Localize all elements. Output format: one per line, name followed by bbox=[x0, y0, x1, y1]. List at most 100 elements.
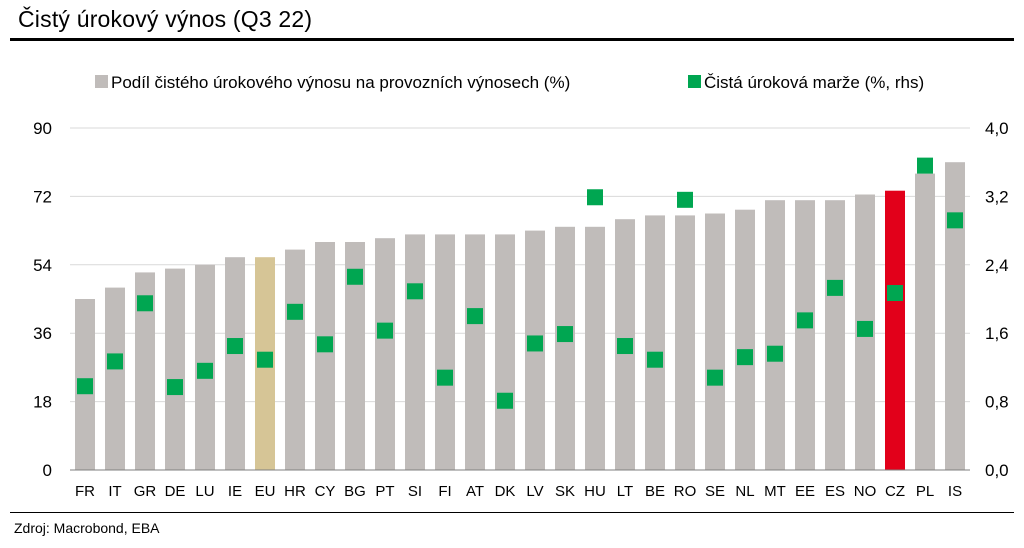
x-tick-label: EU bbox=[255, 483, 276, 500]
marker-eu bbox=[257, 351, 273, 368]
x-tick-label: DK bbox=[495, 483, 516, 500]
marker-lu bbox=[197, 362, 213, 379]
x-tick-label: PL bbox=[916, 483, 934, 500]
x-tick-label: MT bbox=[764, 483, 786, 500]
bar-at bbox=[465, 234, 485, 470]
title-divider bbox=[10, 38, 1014, 41]
x-tick-label: NO bbox=[854, 483, 877, 500]
bar-bg bbox=[345, 242, 365, 470]
bar-ie bbox=[225, 257, 245, 470]
marker-pt bbox=[377, 322, 393, 339]
x-tick-label: NL bbox=[735, 483, 754, 500]
bar-mt bbox=[765, 200, 785, 470]
y-right-tick-label: 3,2 bbox=[985, 187, 1009, 206]
marker-ie bbox=[227, 338, 243, 355]
y-left-tick-label: 18 bbox=[33, 393, 52, 412]
x-tick-label: SI bbox=[408, 483, 422, 500]
x-tick-label: LT bbox=[617, 483, 633, 500]
x-tick-label: EE bbox=[795, 483, 815, 500]
marker-pl bbox=[917, 157, 933, 174]
legend-swatch-bar bbox=[95, 75, 108, 88]
marker-de bbox=[167, 379, 183, 396]
bar-nl bbox=[735, 209, 755, 470]
marker-lv bbox=[527, 335, 543, 352]
y-right-tick-label: 4,0 bbox=[985, 119, 1009, 138]
source-note: Zdroj: Macrobond, EBA bbox=[14, 520, 160, 536]
bar-de bbox=[165, 268, 185, 470]
bar-is bbox=[945, 162, 965, 470]
x-tick-label: GR bbox=[134, 483, 157, 500]
x-tick-label: BE bbox=[645, 483, 665, 500]
x-tick-label: FI bbox=[438, 483, 451, 500]
axes: 0 0,0 18 0,8 36 1,6 54 2,4 72 3,2 90 4,0 FR IT GR DE LU I… bbox=[33, 119, 1009, 500]
marker-nl bbox=[737, 349, 753, 366]
marker-lt bbox=[617, 338, 633, 355]
chart-title: Čistý úrokový výnos (Q3 22) bbox=[18, 6, 313, 32]
bar-ro bbox=[675, 215, 695, 470]
bar-cy bbox=[315, 242, 335, 470]
y-left-tick-label: 90 bbox=[33, 119, 52, 138]
marker-hu bbox=[587, 189, 603, 206]
bottom-divider bbox=[10, 512, 1014, 513]
bar-sk bbox=[555, 226, 575, 470]
x-tick-label: PT bbox=[375, 483, 394, 500]
x-tick-label: RO bbox=[674, 483, 697, 500]
x-tick-label: CZ bbox=[885, 483, 905, 500]
gridlines bbox=[70, 127, 970, 403]
bar-es bbox=[825, 200, 845, 470]
bar-se bbox=[705, 213, 725, 470]
marker-fr bbox=[77, 378, 93, 395]
x-tick-label: SK bbox=[555, 483, 575, 500]
y-left-tick-label: 72 bbox=[33, 187, 52, 206]
x-tick-label: ES bbox=[825, 483, 845, 500]
x-tick-label: CY bbox=[315, 483, 336, 500]
bar-si bbox=[405, 234, 425, 470]
marker-be bbox=[647, 351, 663, 368]
legend: Podíl čistého úrokového výnosu na provoz… bbox=[95, 73, 924, 92]
marker-dk bbox=[497, 392, 513, 409]
marker-cz bbox=[887, 285, 903, 302]
x-tick-label: LV bbox=[526, 483, 543, 500]
marker-no bbox=[857, 320, 873, 337]
bar-be bbox=[645, 215, 665, 470]
y-right-tick-label: 0,0 bbox=[985, 461, 1009, 480]
bar-pt bbox=[375, 238, 395, 470]
y-left-tick-label: 36 bbox=[33, 324, 52, 343]
marker-series bbox=[77, 157, 963, 409]
marker-cy bbox=[317, 336, 333, 353]
legend-swatch-marker bbox=[688, 75, 701, 88]
x-tick-label: FR bbox=[75, 483, 95, 500]
marker-bg bbox=[347, 268, 363, 285]
x-tick-label: IS bbox=[948, 483, 962, 500]
marker-si bbox=[407, 283, 423, 300]
x-tick-label: SE bbox=[705, 483, 725, 500]
marker-mt bbox=[767, 345, 783, 362]
x-tick-label: IT bbox=[108, 483, 121, 500]
bar-gr bbox=[135, 272, 155, 470]
y-right-tick-label: 0,8 bbox=[985, 393, 1009, 412]
x-tick-label: LU bbox=[195, 483, 214, 500]
bar-ee bbox=[795, 200, 815, 470]
marker-gr bbox=[137, 295, 153, 312]
marker-it bbox=[107, 353, 123, 370]
legend-label-marker: Čistá úroková marže (%, rhs) bbox=[704, 73, 924, 92]
x-tick-label: HU bbox=[584, 483, 606, 500]
marker-is bbox=[947, 212, 963, 229]
marker-at bbox=[467, 308, 483, 325]
marker-hr bbox=[287, 303, 303, 320]
marker-ro bbox=[677, 191, 693, 208]
x-tick-label: AT bbox=[466, 483, 484, 500]
bar-hu bbox=[585, 226, 605, 470]
bar-dk bbox=[495, 234, 515, 470]
marker-se bbox=[707, 369, 723, 386]
marker-fi bbox=[437, 369, 453, 386]
legend-label-bar: Podíl čistého úrokového výnosu na provoz… bbox=[111, 73, 570, 92]
bar-cz bbox=[885, 190, 905, 470]
x-tick-label: BG bbox=[344, 483, 366, 500]
marker-es bbox=[827, 279, 843, 296]
marker-ee bbox=[797, 312, 813, 329]
x-tick-label: IE bbox=[228, 483, 242, 500]
bar-it bbox=[105, 287, 125, 470]
y-right-tick-label: 1,6 bbox=[985, 324, 1009, 343]
